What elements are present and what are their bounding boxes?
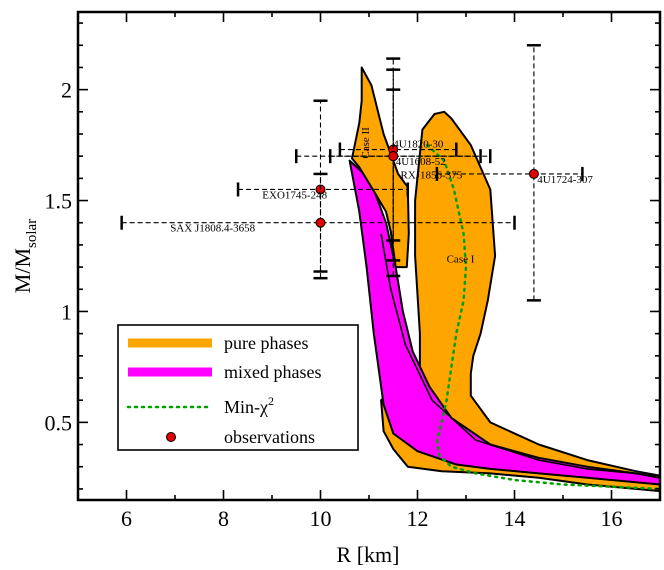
region-1-mixed-phases (348, 159, 660, 486)
y-tick-label-0.5: 0.5 (45, 410, 73, 435)
y-axis-label: M/Msolar (10, 219, 40, 293)
region-label-layer: Case I Case II (360, 127, 475, 266)
y-tick-label-1.5: 1.5 (45, 189, 73, 214)
obs-4U1820-30-label: 4U1820-30 (393, 138, 444, 150)
region-label-case-ii: Case II (360, 127, 372, 159)
y-tick-label-1.0: 1 (61, 299, 72, 324)
obs-SAX-J1808-4-3658 (120, 172, 516, 280)
legend-label-pure: pure phases (224, 333, 308, 353)
y-tick-label-2.0: 2 (61, 78, 72, 103)
obs-4U1724-307-label: 4U1724-307 (537, 174, 593, 186)
legend-label-observations: observations (224, 427, 315, 447)
obs-4U1608-52-label: 4U1608-52 (396, 156, 446, 168)
obs-RXJ1856-375-point (388, 151, 399, 162)
x-tick-label-12: 12 (407, 506, 429, 531)
legend-label-minchi: Min-χ2 (224, 394, 274, 417)
obs-4U1724-307 (435, 44, 584, 302)
x-axis-label: R [km] (337, 542, 400, 567)
legend-swatch-observations (166, 432, 176, 442)
min-chi2-layer (425, 143, 660, 491)
x-tick-label-8: 8 (218, 506, 229, 531)
y-axis: 0.5 1 1.5 2 (45, 22, 660, 490)
region-0-pure-phases (380, 110, 660, 493)
region-label-case-i: Case I (447, 254, 475, 266)
legend-label-mixed: mixed phases (224, 362, 321, 382)
y-axis-label-sub: solar (24, 219, 40, 248)
errorbar-layer (120, 44, 584, 302)
obs-EXO1745-248-label: EXO1745-248 (262, 189, 327, 201)
legend: pure phases mixed phases Min-χ2 observat… (117, 324, 359, 451)
legend-label-minchi-main: Min-χ (224, 397, 268, 417)
region-layer (348, 66, 660, 493)
obs-RXJ1856-375-label: RXJ1856-375 (401, 169, 463, 181)
x-tick-label-16: 16 (601, 506, 623, 531)
x-tick-label-14: 14 (504, 506, 526, 531)
x-axis: 6 8 10 12 14 16 (77, 12, 661, 531)
x-tick-label-10: 10 (310, 506, 332, 531)
min-chi2-line (425, 143, 660, 491)
obs-SAX-J1808-4-3658-label: SAX J1808.4-3658 (170, 223, 255, 235)
x-tick-label-6: 6 (121, 506, 132, 531)
obs-RXJ1856-375 (328, 88, 492, 262)
obs-SAX-J1808-4-3658-point (315, 217, 326, 228)
region-boundary-curve (380, 233, 660, 477)
obs-4U1724-307-point (528, 168, 539, 179)
legend-label-minchi-sup: 2 (268, 394, 274, 408)
y-axis-label-main: M/M (10, 248, 35, 293)
